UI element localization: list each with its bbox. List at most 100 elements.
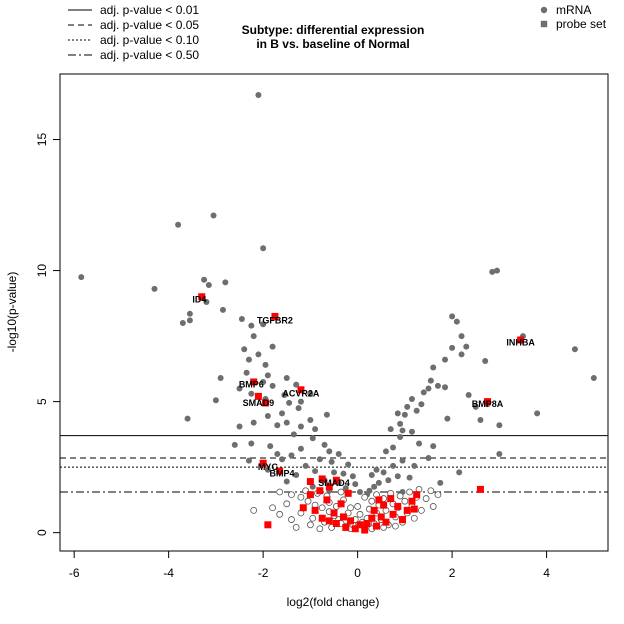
legend-probeset-marker (540, 20, 548, 28)
probe-set-point (311, 506, 319, 514)
x-axis: -6 -4 -2 0 2 4 (69, 550, 550, 580)
mrna-point (406, 474, 413, 481)
mrna-point (571, 346, 578, 353)
legend-threshold-label: adj. p-value < 0.05 (100, 18, 199, 32)
mrna-point (496, 451, 503, 458)
mrna-point (269, 382, 276, 389)
mrna-point (307, 416, 314, 423)
probe-set-point (517, 336, 525, 344)
mrna-open-point (354, 503, 362, 510)
mrna-point (411, 462, 418, 469)
mrna-point (323, 411, 330, 418)
probe-set-point (377, 513, 385, 521)
y-axis: 0 5 10 15 (35, 133, 61, 536)
mrna-point (444, 415, 451, 422)
mrna-open-point (276, 510, 284, 518)
mrna-point (274, 422, 281, 429)
probe-set-point (484, 398, 492, 406)
mrna-point (236, 385, 243, 392)
probe-set-point (271, 312, 279, 320)
mrna-point (248, 322, 255, 329)
mrna-open-point (396, 492, 404, 500)
x-tick-label: 0 (354, 566, 361, 580)
probe-set-point (262, 399, 269, 407)
probe-set-point (323, 496, 331, 504)
mrna-open-point (283, 500, 291, 508)
mrna-point (472, 403, 479, 410)
probe-set-point (318, 514, 326, 522)
mrna-open-point (401, 497, 409, 505)
mrna-point (203, 299, 210, 306)
probe-set-point (380, 501, 388, 509)
mrna-open-point (392, 522, 399, 530)
mrna-point (420, 389, 427, 396)
mrna-point (342, 485, 349, 492)
gene-label: BMP8A (472, 399, 504, 409)
mrna-open-point (318, 504, 326, 512)
probe-set-point (316, 487, 324, 495)
mrna-point (236, 423, 243, 430)
gene-labels: ID4 TGFBR2 INHBA BMP6 ACVR2A SMAD9 BMP8A MYCBMP… (192, 294, 535, 487)
mrna-point (210, 212, 217, 219)
mrna-point (430, 443, 437, 450)
probe-set-point (413, 491, 421, 499)
gene-label: ACVR2A (282, 389, 320, 399)
x-axis-label: log2(fold change) (287, 595, 380, 609)
y-tick-label: 15 (35, 133, 49, 147)
mrna-point (465, 392, 472, 399)
mrna-point (482, 357, 489, 364)
mrna-point (222, 279, 229, 286)
probe-set-point (408, 497, 416, 505)
mrna-point (356, 489, 363, 496)
mrna-point (184, 415, 191, 422)
probe-set-point (368, 514, 376, 522)
mrna-point (456, 469, 463, 476)
mrna-point (250, 419, 257, 426)
mrna-point (340, 470, 347, 477)
mrna-point (326, 448, 333, 455)
mrna-point (418, 401, 425, 408)
mrna-point (458, 351, 465, 358)
mrna-open-point (434, 491, 442, 499)
legend-threshold-label: adj. p-value < 0.01 (100, 3, 199, 17)
probe-set-point (254, 392, 262, 400)
mrna-point (408, 395, 415, 402)
mrna-point (352, 481, 359, 488)
mrna-point (293, 381, 300, 388)
mrna-point (283, 419, 290, 426)
mrna-point (267, 443, 274, 450)
mrna-open-point (250, 506, 258, 514)
mrna-point (312, 468, 319, 475)
mrna-point (390, 444, 397, 451)
probe-set-point (264, 521, 272, 529)
mrna-open-point (417, 506, 425, 514)
mrna-point (489, 268, 496, 275)
probe-set-point (250, 378, 258, 386)
mrna-point (283, 375, 290, 382)
mrna-point (217, 375, 224, 382)
mrna-point (219, 306, 226, 313)
mrna-point (309, 435, 316, 442)
mrna-point (425, 454, 432, 461)
mrna-point (248, 440, 255, 447)
probe-set-point (198, 293, 206, 301)
probe-set-point (351, 525, 359, 533)
mrna-point (279, 410, 286, 417)
probe-set-point (342, 523, 350, 531)
mrna-open-point (356, 510, 364, 518)
mrna-point (274, 451, 281, 458)
mrna-point (590, 375, 597, 382)
probe-set-point (382, 518, 390, 526)
mrna-open-point (309, 514, 317, 522)
mrna-point (255, 351, 262, 358)
mrna-open-point (288, 516, 295, 523)
mrna-point (212, 397, 219, 404)
mrna-point (373, 466, 380, 473)
probe-set-point (297, 386, 305, 394)
mrna-open-point (368, 497, 376, 505)
mrna-point (399, 427, 406, 434)
gene-label: BMP6 (239, 380, 264, 390)
probe-set-point (370, 506, 378, 514)
